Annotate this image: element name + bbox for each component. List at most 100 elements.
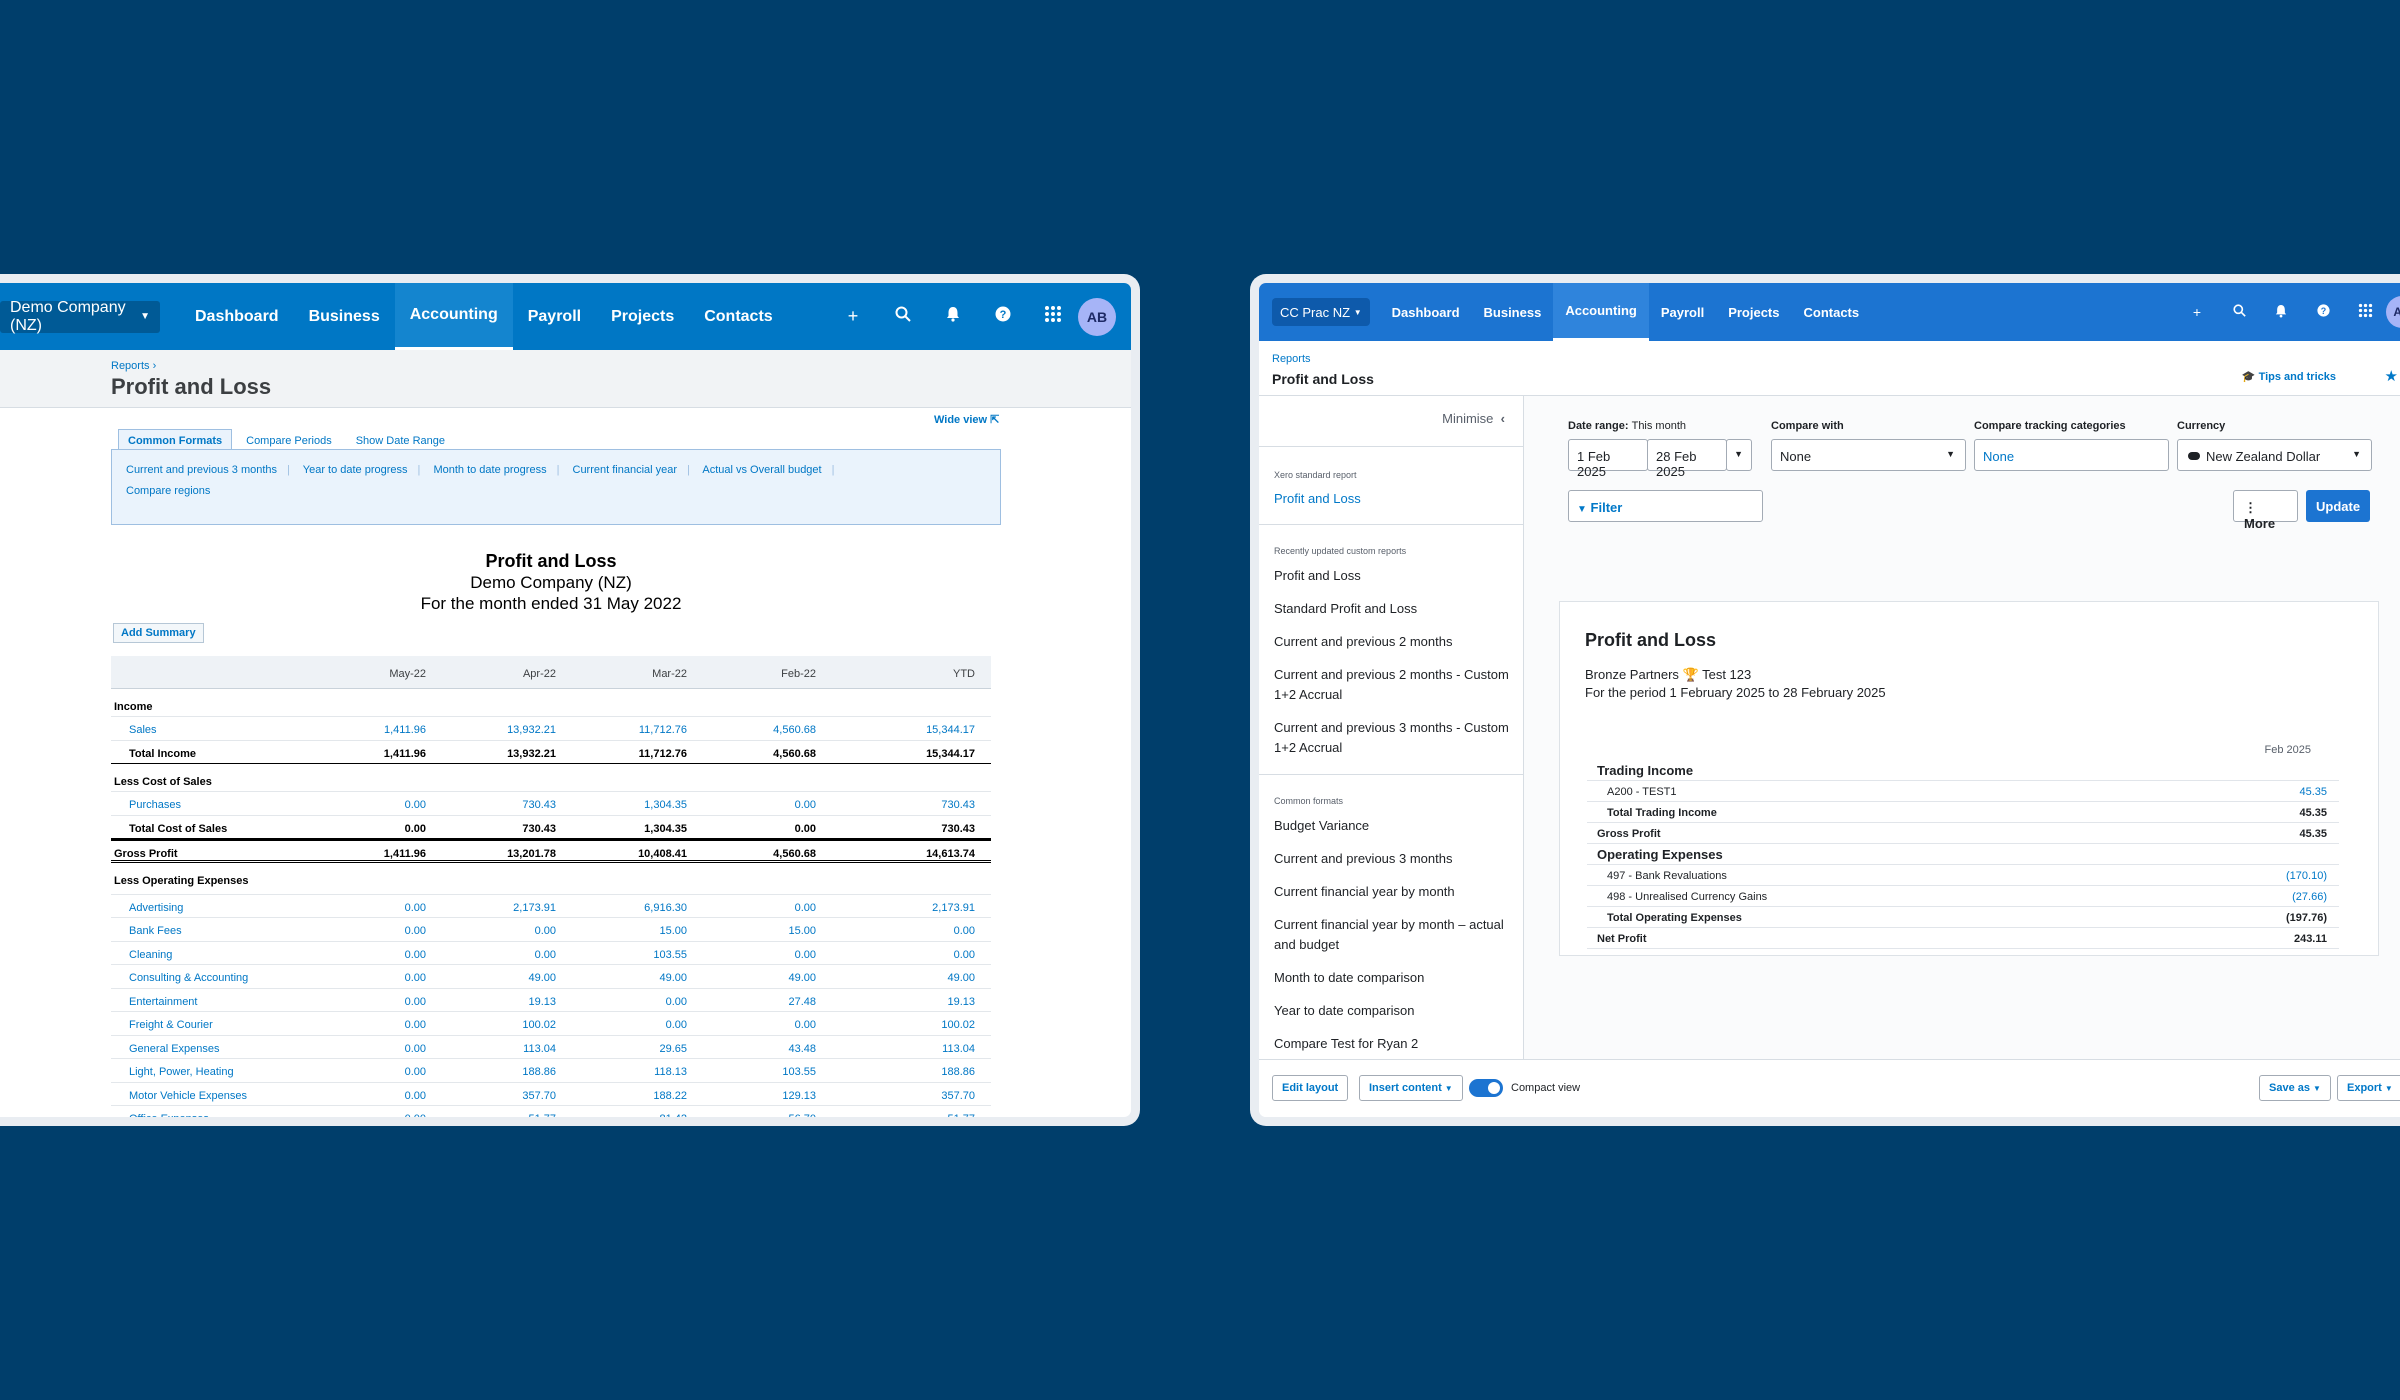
table-row[interactable]: General Expenses 0.00 113.04 29.65 43.48 113.… [111,1036,991,1059]
cell[interactable]: 0.00 [404,995,426,1008]
cell[interactable]: 6,916.30 [644,901,687,914]
cell[interactable]: 13,932.21 [507,724,556,736]
date-from-input[interactable]: 1 Feb 2025 [1568,439,1648,479]
sidebar-item[interactable]: Profit and Loss [1274,491,1361,506]
cell[interactable]: 1,411.96 [383,724,426,736]
tab-common-formats[interactable]: Common Formats [118,429,233,452]
sidebar-item[interactable]: Current and previous 2 months [1274,634,1453,649]
cell[interactable]: 0.00 [665,995,687,1008]
date-to-input[interactable]: 28 Feb 2025 [1647,439,1727,479]
cell[interactable]: 29.65 [659,1042,687,1055]
search-icon[interactable] [2218,304,2260,320]
bell-icon[interactable] [928,306,978,327]
sidebar-item[interactable]: Standard Profit and Loss [1274,601,1418,616]
row-label[interactable]: General Expenses [129,1042,220,1055]
breadcrumb-reports[interactable]: Reports [1272,353,1311,365]
col-header[interactable]: Mar-22 [652,668,687,680]
cell[interactable]: 0.00 [794,948,816,961]
tab-show-date-range[interactable]: Show Date Range [355,435,445,447]
table-row[interactable]: Office Expenses 0.00 51.77 81.42 56.70 51.77 [111,1106,991,1125]
cell[interactable]: 0.00 [404,1113,426,1125]
table-row[interactable]: Motor Vehicle Expenses 0.00 357.70 188.22 12… [111,1083,991,1106]
row-label[interactable]: Sales [129,724,157,736]
tips-link[interactable]: 🎓 Tips and tricks [2242,370,2336,383]
minimise-button[interactable]: Minimise ‹ [1442,411,1505,426]
cell[interactable]: 15.00 [659,925,687,937]
table-row[interactable]: Consulting & Accounting 0.00 49.00 49.00 49.… [111,965,991,989]
table-row[interactable]: 497 - Bank Revaluations (170.10) [1587,865,2339,886]
cell[interactable]: 0.00 [404,1019,426,1031]
currency-select[interactable]: New Zealand Dollar ▼ [2177,439,2372,471]
cell[interactable]: 0.00 [534,948,556,961]
apps-grid-icon[interactable] [1028,305,1078,328]
star-icon[interactable]: ★ [2384,368,2398,385]
compact-view-toggle[interactable] [1469,1079,1503,1097]
link-actual-vs-budget[interactable]: Actual vs Overall budget [702,464,822,476]
cell[interactable]: 0.00 [404,1089,426,1102]
nav-business[interactable]: Business [1483,304,1542,320]
org-switcher[interactable]: CC Prac NZ ▼ [1272,298,1370,326]
col-header[interactable]: Feb 2025 [2264,744,2311,756]
sidebar-item[interactable]: Current financial year by month – actual… [1274,917,1504,952]
plus-icon[interactable]: + [2192,304,2202,320]
nav-business[interactable]: Business [308,307,380,325]
cell[interactable]: 19.13 [528,995,556,1008]
sidebar-item[interactable]: Current and previous 3 months [1274,851,1453,866]
cell[interactable]: 49.00 [947,972,975,984]
nav-dashboard[interactable]: Dashboard [1391,304,1460,320]
cell[interactable]: 0.00 [404,901,426,914]
row-label[interactable]: Freight & Courier [129,1019,213,1031]
edit-layout-button[interactable]: Edit layout [1272,1075,1349,1101]
table-row[interactable]: Light, Power, Heating 0.00 188.86 118.13 103… [111,1059,991,1083]
help-icon[interactable]: ? [2302,304,2344,320]
table-row[interactable]: 498 - Unrealised Currency Gains (27.66) [1587,886,2339,907]
cell[interactable]: (170.10) [2286,870,2327,882]
tracking-select[interactable]: None [1974,439,2169,471]
org-switcher[interactable]: Demo Company (NZ) ▼ [0,299,160,334]
sidebar-item[interactable]: Current and previous 2 months - Custom 1… [1274,667,1509,702]
sidebar-item[interactable]: Budget Variance [1274,818,1370,833]
cell[interactable]: 51.77 [947,1113,975,1125]
help-icon[interactable]: ? [978,306,1028,327]
filter-button[interactable]: ▼ Filter [1568,490,1763,522]
apps-grid-icon[interactable] [2344,303,2386,321]
cell[interactable]: 188.22 [653,1089,687,1102]
cell[interactable]: 100.02 [522,1019,556,1031]
cell[interactable]: 188.86 [941,1066,975,1078]
date-range-dropdown[interactable]: ▼ [1726,439,1752,471]
cell[interactable]: 0.00 [404,799,426,811]
cell[interactable]: 730.43 [941,799,975,811]
add-summary-button[interactable]: Add Summary [113,623,204,643]
nav-accounting[interactable]: Accounting [1553,283,1649,341]
col-header[interactable]: Feb-22 [781,668,816,680]
breadcrumb-reports[interactable]: Reports [111,360,150,372]
cell[interactable]: 56.70 [788,1113,816,1125]
nav-payroll[interactable]: Payroll [527,307,582,325]
cell[interactable]: 0.00 [794,1019,816,1031]
table-row[interactable]: Sales 1,411.96 13,932.21 11,712.76 4,560… [111,717,991,741]
row-label[interactable]: Entertainment [129,995,198,1008]
update-button[interactable]: Update [2306,490,2370,522]
cell[interactable]: 357.70 [522,1089,556,1102]
table-row[interactable]: Freight & Courier 0.00 100.02 0.00 0.00 100.0… [111,1012,991,1036]
link-ytd-progress[interactable]: Year to date progress [302,464,408,476]
nav-contacts[interactable]: Contacts [1803,304,1860,320]
cell[interactable]: 0.00 [953,925,975,937]
cell[interactable]: 45.35 [2299,786,2327,798]
cell[interactable]: 730.43 [522,799,556,811]
row-label[interactable]: Consulting & Accounting [129,972,249,984]
col-header[interactable]: Apr-22 [522,668,556,680]
avatar[interactable]: AB [1078,297,1116,336]
table-row[interactable]: Entertainment 0.00 19.13 0.00 27.48 19.13 [111,989,991,1012]
cell[interactable]: 0.00 [794,901,816,914]
cell[interactable]: 27.48 [788,995,816,1008]
nav-projects[interactable]: Projects [1728,304,1780,320]
link-mtd-progress[interactable]: Month to date progress [433,464,547,476]
cell[interactable]: 118.13 [654,1066,687,1078]
tab-compare-periods[interactable]: Compare Periods [246,435,332,447]
cell[interactable]: 2,173.91 [513,901,556,914]
cell[interactable]: 0.00 [534,925,556,937]
plus-icon[interactable]: + [847,306,859,326]
link-compare-regions[interactable]: Compare regions [126,485,211,497]
cell[interactable]: 49.00 [659,972,687,984]
